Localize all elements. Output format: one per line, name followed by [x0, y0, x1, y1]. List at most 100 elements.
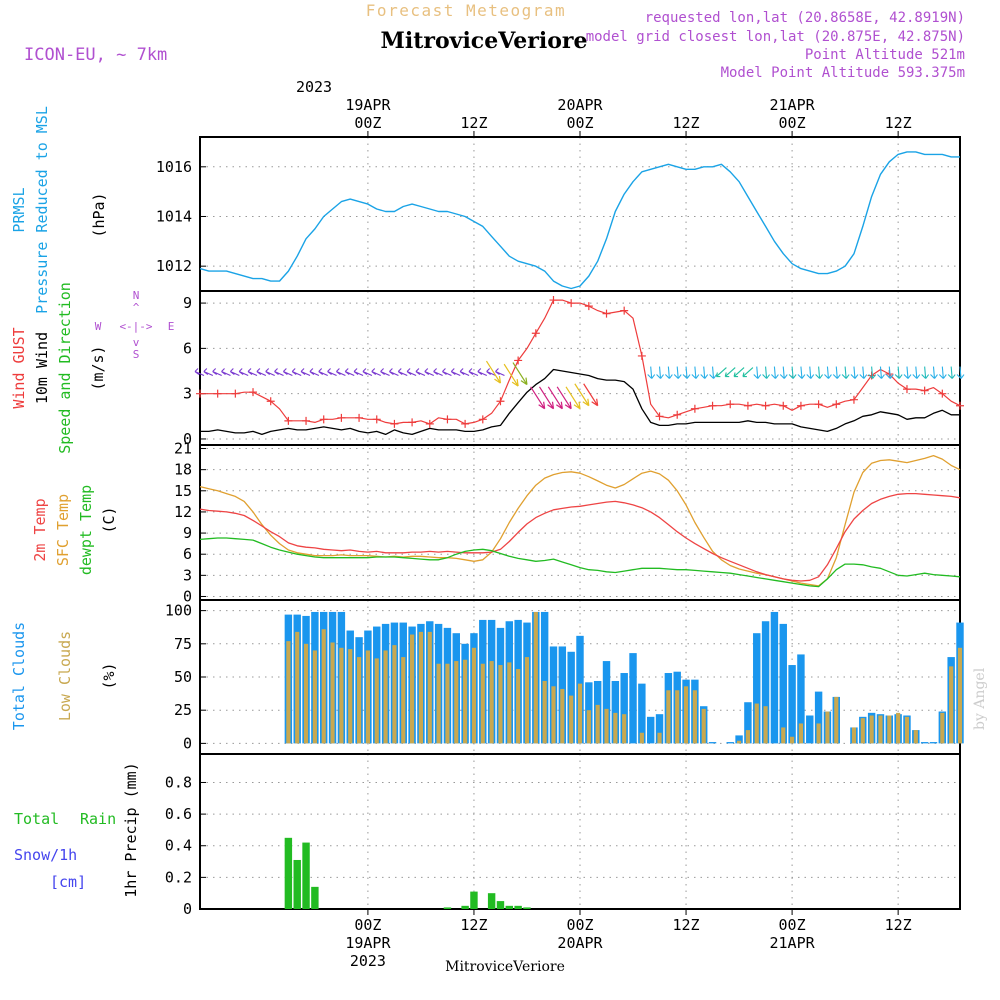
y-tick-label: 0.4: [165, 837, 192, 855]
low-cloud-bar: [904, 716, 910, 744]
bottom-hour-label: 12Z: [672, 916, 699, 934]
wind-dir-arrow: [282, 368, 293, 377]
total-cloud-bar: [753, 633, 761, 744]
bottom-date-label: 21APR: [770, 934, 816, 952]
low-cloud-bar: [869, 715, 874, 744]
wind-label-dir: Speed and Direction: [56, 282, 74, 454]
cloud-label-low: Low Clouds: [56, 631, 74, 721]
bottom-hour-label: 12Z: [460, 916, 487, 934]
cloud-unit: (%): [100, 662, 118, 689]
gust-marker: [938, 389, 947, 398]
y-tick-label: 25: [174, 701, 192, 719]
low-cloud-bar: [586, 710, 591, 744]
low-cloud-bar: [286, 641, 291, 744]
y-tick-label: 0.8: [165, 773, 192, 791]
top-date-label: 20APR: [557, 96, 603, 114]
wind-dir-arrow: [733, 367, 745, 378]
gust-marker: [425, 419, 434, 428]
gust-marker: [514, 356, 523, 365]
wind-dir-arrow: [841, 366, 850, 379]
y-tick-label: 0.6: [165, 805, 192, 823]
y-tick-label: 1016: [156, 158, 192, 176]
wind-strong-arrow: [503, 363, 519, 387]
low-cloud-bar: [825, 711, 830, 744]
pressure-labels: PRMSL Pressure Reduced to MSL (hPa): [10, 106, 108, 314]
wind-dir-arrow: [318, 368, 328, 377]
wind-dir-arrow: [779, 366, 788, 379]
low-cloud-bar: [445, 663, 450, 744]
wind-strong-arrow: [556, 386, 572, 410]
total-cloud-bar: [788, 665, 796, 744]
wind-strong-arrow: [512, 362, 528, 386]
gust-marker: [673, 410, 682, 419]
wind-strong-arrow: [574, 383, 590, 407]
precip-label-total: Total: [14, 810, 59, 828]
wind-dir-arrow: [762, 366, 771, 379]
wind-dir-arrow: [894, 366, 903, 379]
temp-unit: (C): [100, 506, 118, 533]
low-cloud-bar: [577, 683, 583, 744]
low-cloud-bar: [949, 666, 954, 744]
rain-bar: [470, 891, 478, 909]
total-cloud-bar: [602, 661, 611, 744]
wind-dir-arrow: [664, 366, 673, 379]
low-cloud-bar: [480, 663, 485, 744]
compass-n: N: [133, 289, 140, 302]
gust-marker: [249, 388, 258, 397]
bottom-hour-label: 00Z: [566, 916, 593, 934]
low-cloud-bar: [471, 647, 477, 744]
gust-marker: [337, 413, 346, 422]
wind-dir-arrow: [868, 366, 877, 379]
total-cloud-bar: [797, 654, 805, 744]
wind-dir-arrow: [256, 368, 267, 377]
bottom-date-label: 19APR: [345, 934, 391, 952]
low-cloud-bar: [454, 661, 459, 744]
y-tick-label: 0: [183, 900, 192, 918]
rain-bar: [461, 905, 469, 909]
wind-dir-arrow: [815, 366, 824, 379]
wind-dir-arrow: [797, 366, 806, 379]
y-tick-label: 21: [174, 440, 192, 458]
gust-marker: [302, 416, 311, 425]
wind-dir-arrow: [656, 366, 664, 379]
low-cloud-bar: [295, 631, 300, 744]
rain-bar: [487, 893, 496, 909]
low-cloud-bar: [816, 723, 821, 744]
y-tick-label: 6: [183, 545, 192, 563]
low-cloud-bar: [365, 650, 370, 744]
wind-dir-arrow: [265, 368, 275, 377]
total-cloud-bar: [726, 742, 734, 744]
wind-dir-arrow: [477, 368, 488, 377]
low-cloud-bar: [860, 718, 865, 744]
wind-dir-arrow: [238, 368, 249, 377]
compass-up: ^: [133, 301, 140, 314]
pressure-line: [199, 151, 960, 290]
temp-2m-line: [199, 492, 961, 582]
precip-label-rain: Rain: [80, 810, 116, 828]
wind-dir-arrow: [309, 368, 320, 377]
panel-frame-precip: [199, 753, 961, 910]
total-cloud-bar: [620, 673, 628, 744]
bottom-hour-label: 00Z: [779, 916, 806, 934]
total-cloud-bar: [920, 742, 929, 744]
gust-marker: [796, 401, 805, 410]
wind-strong-arrow: [538, 386, 555, 410]
compass-e: E: [168, 320, 175, 333]
total-cloud-bar: [744, 702, 752, 744]
wind-dir-arrow: [274, 368, 284, 377]
low-cloud-bar: [383, 650, 388, 744]
wind-speed-line: [200, 368, 960, 436]
low-cloud-bar: [851, 727, 857, 744]
y-tick-label: 75: [174, 635, 192, 653]
credit: by Angel: [972, 667, 988, 730]
low-cloud-bar: [683, 686, 689, 744]
compass-h: <-|->: [119, 320, 152, 333]
wind-dir-arrow: [327, 368, 337, 377]
total-cloud-bar: [708, 742, 717, 744]
wind-dir-arrow: [673, 366, 682, 379]
gust-marker: [743, 401, 752, 410]
low-cloud-bar: [595, 704, 600, 744]
gust-marker: [408, 418, 417, 427]
total-cloud-bar: [735, 735, 743, 744]
